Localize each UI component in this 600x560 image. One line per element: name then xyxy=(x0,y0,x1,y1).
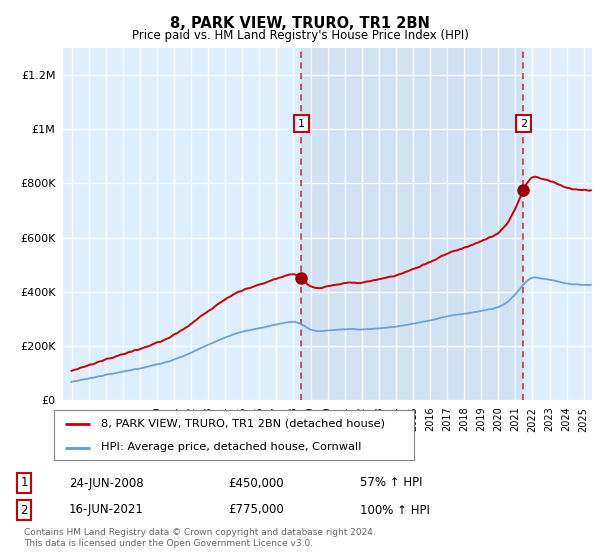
Text: 1: 1 xyxy=(20,477,28,489)
Bar xyxy=(301,48,523,400)
Text: Price paid vs. HM Land Registry's House Price Index (HPI): Price paid vs. HM Land Registry's House … xyxy=(131,29,469,42)
Text: 100% ↑ HPI: 100% ↑ HPI xyxy=(360,503,430,516)
Text: 24-JUN-2008: 24-JUN-2008 xyxy=(69,477,143,489)
Text: 1: 1 xyxy=(298,119,305,129)
Text: £775,000: £775,000 xyxy=(228,503,284,516)
Text: 16-JUN-2021: 16-JUN-2021 xyxy=(69,503,144,516)
Text: 57% ↑ HPI: 57% ↑ HPI xyxy=(360,477,422,489)
Text: 2: 2 xyxy=(20,503,28,516)
Text: Contains HM Land Registry data © Crown copyright and database right 2024.
This d: Contains HM Land Registry data © Crown c… xyxy=(24,528,376,548)
Text: HPI: Average price, detached house, Cornwall: HPI: Average price, detached house, Corn… xyxy=(101,442,361,452)
Text: 8, PARK VIEW, TRURO, TR1 2BN: 8, PARK VIEW, TRURO, TR1 2BN xyxy=(170,16,430,31)
Text: 8, PARK VIEW, TRURO, TR1 2BN (detached house): 8, PARK VIEW, TRURO, TR1 2BN (detached h… xyxy=(101,419,385,429)
Text: 2: 2 xyxy=(520,119,527,129)
Text: £450,000: £450,000 xyxy=(228,477,284,489)
